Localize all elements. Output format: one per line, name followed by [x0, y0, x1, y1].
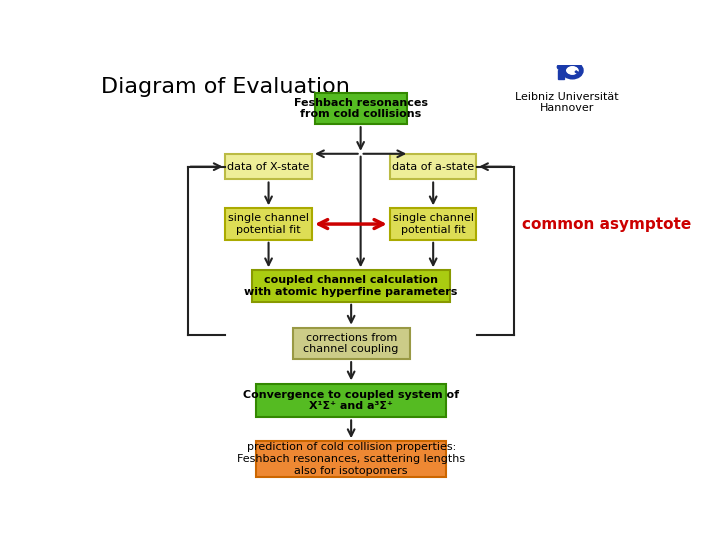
Circle shape: [557, 64, 565, 70]
Bar: [558, 70, 564, 78]
Text: data of a-state: data of a-state: [392, 161, 474, 172]
FancyBboxPatch shape: [225, 208, 312, 240]
FancyBboxPatch shape: [390, 208, 477, 240]
Text: coupled channel calculation
with atomic hyperfine parameters: coupled channel calculation with atomic …: [245, 275, 458, 297]
FancyBboxPatch shape: [256, 384, 446, 417]
FancyBboxPatch shape: [225, 154, 312, 179]
FancyBboxPatch shape: [252, 271, 450, 302]
Text: single channel
potential fit: single channel potential fit: [392, 213, 474, 235]
Text: Convergence to coupled system of
X¹Σ⁺ and a³Σ⁺: Convergence to coupled system of X¹Σ⁺ an…: [243, 389, 459, 411]
Text: common asymptote: common asymptote: [523, 217, 692, 232]
FancyBboxPatch shape: [315, 93, 407, 124]
Text: Feshbach resonances
from cold collisions: Feshbach resonances from cold collisions: [294, 98, 428, 119]
Text: prediction of cold collision properties:
Feshbach resonances, scattering lengths: prediction of cold collision properties:…: [237, 442, 465, 476]
Circle shape: [567, 67, 577, 74]
FancyBboxPatch shape: [256, 441, 446, 477]
Text: data of X-state: data of X-state: [228, 161, 310, 172]
Bar: [575, 71, 579, 73]
FancyBboxPatch shape: [292, 328, 410, 359]
FancyBboxPatch shape: [390, 154, 477, 179]
Text: Leibniz Universität
Hannover: Leibniz Universität Hannover: [516, 92, 619, 113]
Text: corrections from
channel coupling: corrections from channel coupling: [303, 333, 399, 354]
Text: Diagram of Evaluation: Diagram of Evaluation: [101, 77, 350, 97]
Text: single channel
potential fit: single channel potential fit: [228, 213, 309, 235]
